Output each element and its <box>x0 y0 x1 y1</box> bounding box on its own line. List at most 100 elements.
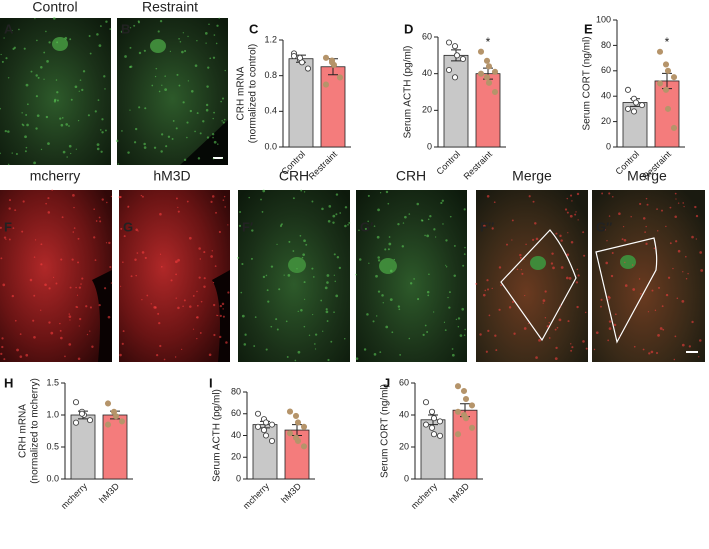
speckle <box>3 37 5 39</box>
speckle <box>209 57 212 60</box>
speckle <box>0 226 2 229</box>
speckle <box>377 256 380 259</box>
speckle <box>674 215 677 219</box>
speckle <box>681 343 685 347</box>
data-point <box>286 408 294 415</box>
speckle <box>645 242 648 245</box>
speckle <box>206 85 209 88</box>
speckle <box>525 243 527 246</box>
speckle <box>65 123 69 126</box>
speckle <box>26 103 29 106</box>
speckle <box>98 216 101 219</box>
speckle <box>32 319 35 322</box>
speckle <box>311 267 314 270</box>
speckle <box>181 50 184 54</box>
data-point <box>294 419 302 426</box>
speckle <box>109 28 112 30</box>
y-tick-label: 20 <box>422 105 432 115</box>
nucleus <box>530 256 546 270</box>
speckle <box>60 336 63 340</box>
speckle <box>89 52 92 55</box>
speckle <box>550 262 554 265</box>
speckle <box>366 313 369 316</box>
speckle <box>106 201 108 204</box>
speckle <box>69 319 71 321</box>
speckle <box>127 205 130 208</box>
speckle <box>585 347 588 350</box>
speckle <box>123 235 126 238</box>
speckle <box>455 318 458 321</box>
speckle <box>130 275 133 278</box>
speckle <box>110 282 113 284</box>
speckle <box>682 202 684 204</box>
speckle <box>79 317 82 321</box>
speckle <box>656 208 658 211</box>
speckle <box>363 348 367 351</box>
speckle <box>570 343 572 345</box>
speckle <box>248 196 250 199</box>
y-axis-label: (normalized to control) <box>248 44 259 143</box>
speckle <box>222 121 225 124</box>
speckle <box>647 311 650 313</box>
data-point <box>262 432 270 439</box>
speckle <box>506 243 508 246</box>
speckle <box>44 283 47 287</box>
speckle <box>583 254 586 257</box>
speckle <box>665 293 669 297</box>
speckle <box>314 333 318 336</box>
speckle <box>21 230 24 233</box>
speckle <box>385 325 389 329</box>
speckle <box>555 232 558 235</box>
speckle <box>303 298 306 300</box>
speckle <box>500 284 502 286</box>
speckle <box>160 150 163 153</box>
speckle <box>15 153 18 156</box>
speckle <box>237 256 240 259</box>
speckle <box>387 248 390 251</box>
data-point <box>300 443 308 450</box>
speckle <box>103 287 107 290</box>
data-point <box>428 424 436 431</box>
speckle <box>159 212 162 216</box>
speckle <box>212 281 215 284</box>
speckle <box>52 276 55 278</box>
speckle <box>567 232 569 234</box>
speckle <box>308 334 311 337</box>
speckle <box>40 148 43 151</box>
speckle <box>129 109 131 111</box>
speckle <box>618 335 621 337</box>
speckle <box>155 354 159 357</box>
ventricle <box>180 120 228 165</box>
speckle <box>120 227 123 230</box>
speckle <box>326 281 329 284</box>
speckle <box>135 274 137 277</box>
speckle <box>122 330 125 333</box>
speckle <box>177 258 180 262</box>
speckle <box>101 198 104 201</box>
speckle <box>177 210 180 213</box>
speckle <box>208 353 212 357</box>
speckle <box>45 202 47 205</box>
speckle <box>241 262 244 266</box>
speckle <box>669 242 672 245</box>
speckle <box>442 223 444 225</box>
speckle <box>96 143 100 147</box>
speckle <box>101 118 104 121</box>
speckle <box>662 328 665 331</box>
speckle <box>100 150 103 153</box>
speckle <box>631 264 634 266</box>
speckle <box>486 279 489 282</box>
speckle <box>280 224 283 227</box>
speckle <box>96 147 100 151</box>
speckle <box>417 297 420 301</box>
speckle <box>444 329 447 332</box>
speckle <box>203 251 206 254</box>
speckle <box>133 141 137 144</box>
speckle <box>206 136 210 139</box>
speckle <box>638 278 641 280</box>
y-tick-label: 20 <box>399 441 409 451</box>
speckle <box>19 355 23 358</box>
speckle <box>55 282 58 285</box>
speckle <box>487 288 490 291</box>
speckle <box>254 316 257 318</box>
